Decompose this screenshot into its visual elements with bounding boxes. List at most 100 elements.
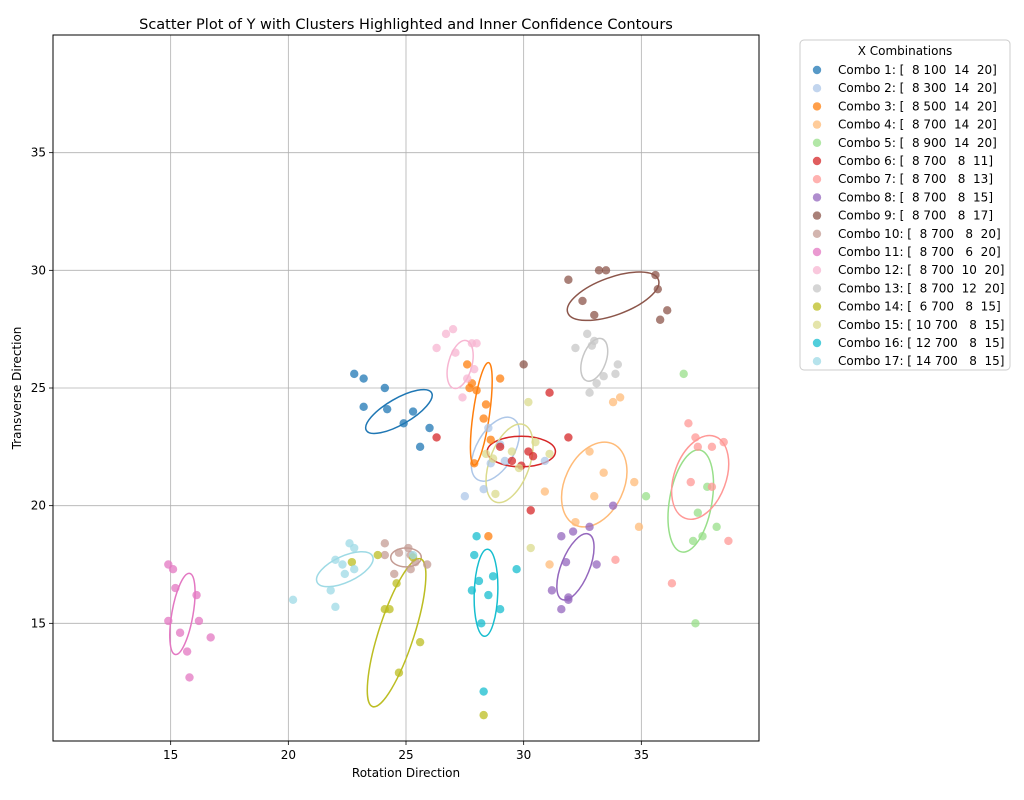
legend-marker-combo-10 [812,229,822,238]
data-point-combo-7 [611,555,620,564]
data-point-combo-12 [441,329,451,339]
data-point-combo-17 [331,555,340,564]
confidence-ellipse-combo-17 [315,550,374,588]
data-point-combo-16 [472,532,481,541]
legend-label-combo-12: Combo 12: [ 8 700 10 20] [838,263,1004,277]
data-point-combo-6 [528,452,538,461]
legend-marker-combo-17 [812,357,822,366]
data-point-combo-11 [175,628,185,637]
data-point-combo-5 [691,619,700,628]
confidence-ellipse-combo-4 [560,441,628,528]
data-point-combo-9 [519,360,528,369]
data-point-combo-1 [408,407,418,416]
data-point-combo-16 [495,605,505,614]
y-tick-label: 30 [31,263,46,277]
legend-label-combo-2: Combo 2: [ 8 300 14 20] [838,81,997,95]
data-point-combo-3 [495,374,505,383]
legend-marker-combo-9 [812,211,822,220]
data-point-combo-7 [684,419,693,428]
legend-label-combo-8: Combo 8: [ 8 700 8 15] [838,190,993,204]
data-point-combo-15 [491,489,500,499]
data-point-combo-4 [590,492,599,501]
data-point-combo-17 [408,550,418,560]
data-point-combo-1 [425,423,434,433]
confidence-ellipse-combo-9 [566,271,660,322]
data-point-combo-12 [448,324,458,334]
data-point-combo-9 [655,315,665,324]
data-point-combo-4 [608,397,618,407]
data-point-combo-7 [686,477,695,487]
data-point-combo-15 [488,454,498,463]
data-point-combo-1 [382,404,392,414]
data-point-combo-1 [350,369,359,379]
data-point-combo-7 [667,579,677,588]
data-point-combo-7 [724,536,733,546]
legend-label-combo-1: Combo 1: [ 8 100 14 20] [838,63,997,77]
data-point-combo-17 [288,595,298,604]
confidence-ellipse-combo-14 [366,557,427,708]
y-tick-label: 25 [31,381,46,395]
data-point-combo-11 [194,616,204,626]
data-point-combo-2 [484,423,493,433]
y-axis-ticks: 15 20 25 30 35 [31,146,53,630]
data-point-combo-10 [404,543,413,553]
data-point-combo-10 [422,560,432,569]
data-point-combo-13 [587,341,597,350]
legend-marker-combo-6 [812,156,822,166]
data-point-combo-15 [545,449,554,459]
data-point-combo-14 [394,668,404,677]
data-point-combo-11 [206,633,215,642]
legend-label-combo-7: Combo 7: [ 8 700 8 13] [838,172,993,186]
grid [53,35,759,741]
legend-marker-combo-2 [812,84,822,93]
data-point-combo-8 [585,522,594,532]
data-point-combo-3 [470,459,479,468]
legend-label-combo-3: Combo 3: [ 8 500 14 20] [838,99,997,113]
data-point-combo-16 [467,586,477,595]
data-point-combo-17 [340,569,350,579]
legend-marker-combo-11 [812,247,822,257]
data-point-combo-13 [585,388,594,397]
data-point-combo-8 [557,605,566,614]
data-point-combo-16 [474,576,484,586]
data-point-combo-10 [406,565,415,574]
legend-marker-combo-8 [812,193,822,202]
data-point-combo-9 [653,284,663,294]
legend-label-combo-11: Combo 11: [ 8 700 6 20] [838,245,1001,259]
confidence-ellipse-combo-13 [580,337,609,382]
data-point-combo-4 [545,560,554,569]
data-point-combo-15 [531,437,540,447]
data-point-combo-5 [679,369,688,379]
data-point-combo-13 [583,329,592,339]
data-point-combo-4 [599,468,608,477]
data-point-combo-1 [359,374,368,383]
legend-label-combo-10: Combo 10: [ 8 700 8 20] [838,227,1001,241]
data-point-combo-16 [484,590,493,600]
data-point-combo-15 [524,397,533,407]
x-axis-ticks: 15 20 25 30 35 [163,741,649,762]
data-point-combo-3 [479,414,488,423]
data-point-combo-4 [634,522,644,532]
data-point-combo-16 [477,619,486,628]
data-point-combo-14 [347,557,357,567]
data-point-combo-10 [390,569,399,579]
data-point-combo-5 [641,492,651,501]
data-point-combo-11 [185,673,194,682]
data-point-combo-15 [526,543,535,553]
data-point-combo-9 [594,266,604,275]
data-point-combo-1 [399,419,408,428]
legend-marker-combo-13 [812,284,822,293]
x-tick-label: 35 [634,748,649,762]
data-point-combo-6 [495,442,505,452]
data-point-combo-8 [564,595,573,604]
legend-marker-combo-4 [812,120,822,129]
data-point-combo-9 [578,296,587,306]
data-point-combo-8 [547,586,557,595]
legend-label-combo-15: Combo 15: [ 10 700 8 15] [838,318,1004,332]
data-point-combo-10 [394,548,404,557]
data-point-combo-11 [168,565,178,574]
x-axis-label: Rotation Direction [352,766,460,780]
data-point-combo-13 [611,369,620,379]
data-point-combo-8 [561,557,571,567]
data-point-combo-4 [571,517,580,527]
